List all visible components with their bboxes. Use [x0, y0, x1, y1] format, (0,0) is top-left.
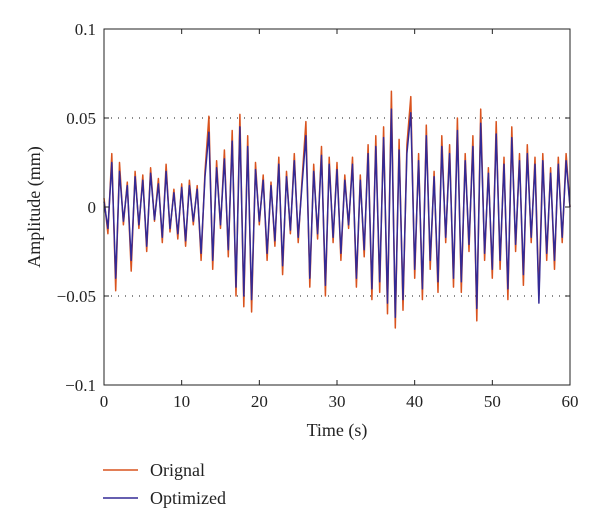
- series-line-optimized: [103, 108, 571, 319]
- legend: Orignal Optimized: [103, 460, 226, 508]
- y-tick-label-4: −0.1: [65, 376, 96, 395]
- x-tick-label-6: 60: [562, 392, 579, 411]
- y-tick-label-2: 0: [88, 198, 97, 217]
- legend-label-optimized: Optimized: [150, 488, 226, 508]
- y-tick-label-3: −0.05: [57, 287, 96, 306]
- y-axis-label: Amplitude (mm): [24, 146, 45, 267]
- x-tick-label-4: 40: [406, 392, 423, 411]
- y-tick-label-0: 0.1: [75, 20, 96, 39]
- x-tick-label-1: 10: [173, 392, 190, 411]
- gridlines: [104, 117, 570, 297]
- series-line-orignal: [103, 90, 571, 329]
- x-tick-label-2: 20: [251, 392, 268, 411]
- legend-label-orignal: Orignal: [150, 460, 205, 480]
- plot-frame: [103, 28, 571, 386]
- y-tick-label-1: 0.05: [66, 109, 96, 128]
- x-tick-label-3: 30: [329, 392, 346, 411]
- axis-ticks: 0 10 20 30 40 50 60 0.1 0.05 0 −0.05 −0.1: [57, 20, 579, 411]
- x-tick-label-0: 0: [100, 392, 109, 411]
- series-lines: [103, 90, 571, 329]
- x-axis-label: Time (s): [307, 420, 368, 441]
- x-tick-label-5: 50: [484, 392, 501, 411]
